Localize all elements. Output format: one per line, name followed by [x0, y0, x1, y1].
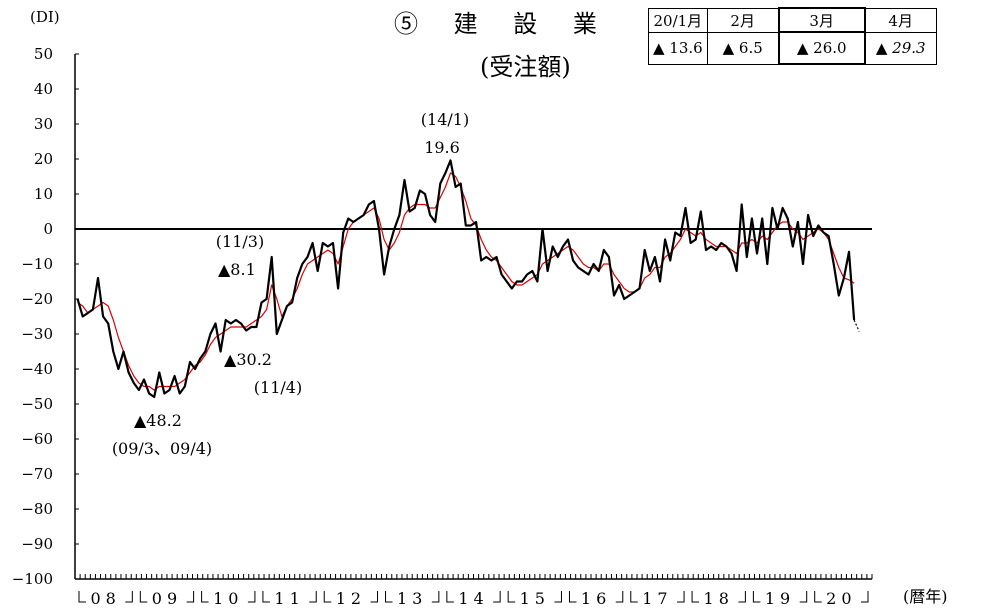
year-bracket-left	[691, 591, 700, 603]
summary-value-4: ▲ 29.3	[864, 31, 937, 65]
year-bracket-right	[615, 591, 624, 603]
year-label: 10	[213, 589, 243, 608]
year-label: 11	[274, 589, 304, 608]
year-label: 19	[765, 589, 795, 608]
year-bracket-left	[752, 591, 761, 603]
year-label: 14	[458, 589, 488, 608]
year-bracket-left	[78, 591, 86, 603]
year-bracket-right	[370, 591, 379, 603]
year-label: 09	[152, 589, 182, 608]
y-tick-label: −70	[21, 465, 53, 483]
annotation-label: (14/1)	[421, 110, 469, 129]
data-series	[76, 159, 860, 399]
year-bracket-right	[738, 591, 746, 603]
annotation-value: (11/4)	[254, 378, 302, 397]
year-bracket-right	[799, 591, 808, 603]
y-tick-label: 30	[34, 115, 53, 133]
year-bracket-right	[125, 591, 133, 603]
summary-value-1: ▲ 13.6	[648, 31, 708, 65]
y-tick-label: 20	[34, 150, 53, 168]
year-label: 16	[581, 589, 611, 608]
year-bracket-right	[309, 591, 317, 603]
year-label: 15	[520, 589, 550, 608]
year-bracket-left	[507, 591, 516, 603]
y-tick-label: −40	[21, 360, 53, 378]
year-label: 08	[90, 589, 120, 608]
y-tick-label: −50	[21, 395, 53, 413]
annotations: (14/1) 19.6 (11/3) ▲8.1 ▲30.2 (11/4) ▲48.2 (09/…	[112, 110, 469, 458]
year-label: 13	[397, 589, 427, 608]
y-tick-label: −90	[21, 535, 53, 553]
annotation-value: (09/3、09/4)	[112, 439, 212, 458]
y-tick-label: −60	[21, 430, 53, 448]
chart-title: ⑤ 建 設 業	[394, 10, 611, 38]
year-bracket-left	[139, 591, 148, 603]
y-tick-label: −100	[12, 570, 53, 588]
y-tick-label: −10	[21, 255, 53, 273]
summary-value-3: ▲ 26.0	[777, 31, 866, 65]
projected-segment	[853, 319, 860, 332]
summary-table: 20/1月 2月 3月 4月 ▲ 13.6 ▲ 6.5 ▲ 26.0 ▲ 29.…	[648, 7, 937, 65]
year-label: 18	[704, 589, 734, 608]
y-tick-label: 40	[34, 80, 53, 98]
year-bracket-left	[385, 591, 393, 603]
y-axis-label: (DI)	[30, 8, 60, 26]
year-label: 20	[826, 589, 856, 608]
year-bracket-right	[493, 591, 501, 603]
y-tick-label: 10	[34, 185, 53, 203]
year-bracket-left	[446, 591, 454, 603]
y-axis-ticks: 50 40 30 20 10 0 −10 −20 −30 −40 −50 −60 −70 −80 −90 −1…	[12, 45, 79, 588]
di-line	[76, 159, 856, 399]
moving-average-line	[77, 172, 855, 391]
annotation-label: (11/3)	[216, 232, 264, 251]
x-axis-year-labels: 08 09 10 11 12 13 14 15 16 17 18 19 20	[78, 589, 869, 608]
year-bracket-left	[201, 591, 209, 603]
year-bracket-left	[323, 591, 332, 603]
annotation-value: 19.6	[424, 138, 460, 157]
annotation-label: ▲48.2	[134, 411, 182, 430]
summary-value-2: ▲ 6.5	[706, 31, 780, 65]
y-tick-label: 50	[34, 45, 53, 63]
year-bracket-right	[677, 591, 685, 603]
year-label: 12	[336, 589, 366, 608]
year-bracket-left	[630, 591, 638, 603]
year-bracket-left	[814, 591, 822, 603]
summary-month-1: 20/1月	[648, 7, 708, 33]
summary-month-2: 2月	[706, 7, 780, 33]
year-bracket-right	[861, 591, 869, 603]
year-bracket-right	[247, 591, 256, 603]
y-tick-label: −20	[21, 290, 53, 308]
annotation-value: ▲8.1	[218, 260, 256, 279]
annotation-label: ▲30.2	[224, 350, 272, 369]
year-bracket-right	[186, 591, 195, 603]
year-bracket-left	[568, 591, 577, 603]
axes	[74, 54, 873, 580]
y-tick-label: 0	[43, 220, 53, 238]
year-bracket-right	[554, 591, 562, 603]
summary-month-3: 3月	[777, 7, 866, 33]
x-axis-label: (暦年)	[903, 587, 948, 606]
year-label: 17	[642, 589, 672, 608]
year-bracket-left	[262, 591, 270, 603]
chart-subtitle: (受注額)	[480, 53, 571, 81]
y-tick-label: −80	[21, 500, 53, 518]
year-bracket-right	[431, 591, 440, 603]
y-tick-label: −30	[21, 325, 53, 343]
